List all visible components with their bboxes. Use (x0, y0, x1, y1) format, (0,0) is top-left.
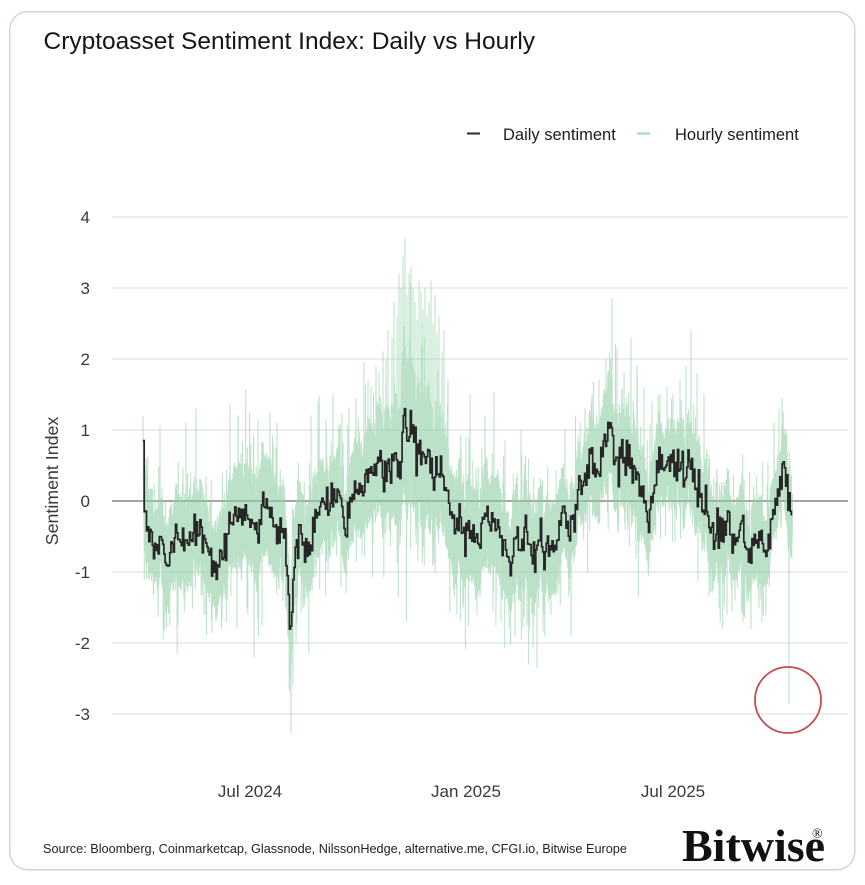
svg-text:Jul 2024: Jul 2024 (218, 782, 282, 801)
svg-text:Bitwise: Bitwise (682, 820, 825, 871)
svg-text:0: 0 (81, 492, 90, 511)
svg-text:2: 2 (81, 350, 90, 369)
svg-text:Hourly sentiment: Hourly sentiment (675, 126, 799, 144)
svg-text:Cryptoasset Sentiment Index: D: Cryptoasset Sentiment Index: Daily vs Ho… (44, 28, 536, 55)
svg-text:Jul 2025: Jul 2025 (641, 782, 705, 801)
svg-text:3: 3 (81, 279, 90, 298)
svg-text:1: 1 (81, 421, 90, 440)
svg-text:Daily sentiment: Daily sentiment (503, 126, 616, 144)
svg-text:4: 4 (81, 208, 90, 227)
svg-text:-1: -1 (75, 563, 90, 582)
svg-text:Jan 2025: Jan 2025 (431, 782, 501, 801)
svg-text:®: ® (812, 827, 823, 842)
svg-text:Source: Bloomberg, Coinmarketc: Source: Bloomberg, Coinmarketcap, Glassn… (43, 842, 627, 856)
svg-text:-3: -3 (75, 705, 90, 724)
svg-text:-2: -2 (75, 634, 90, 653)
svg-text:Sentiment Index: Sentiment Index (42, 417, 62, 546)
